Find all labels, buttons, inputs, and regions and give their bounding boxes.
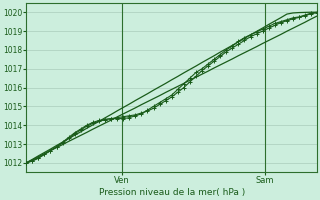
X-axis label: Pression niveau de la mer( hPa ): Pression niveau de la mer( hPa ) [99, 188, 245, 197]
